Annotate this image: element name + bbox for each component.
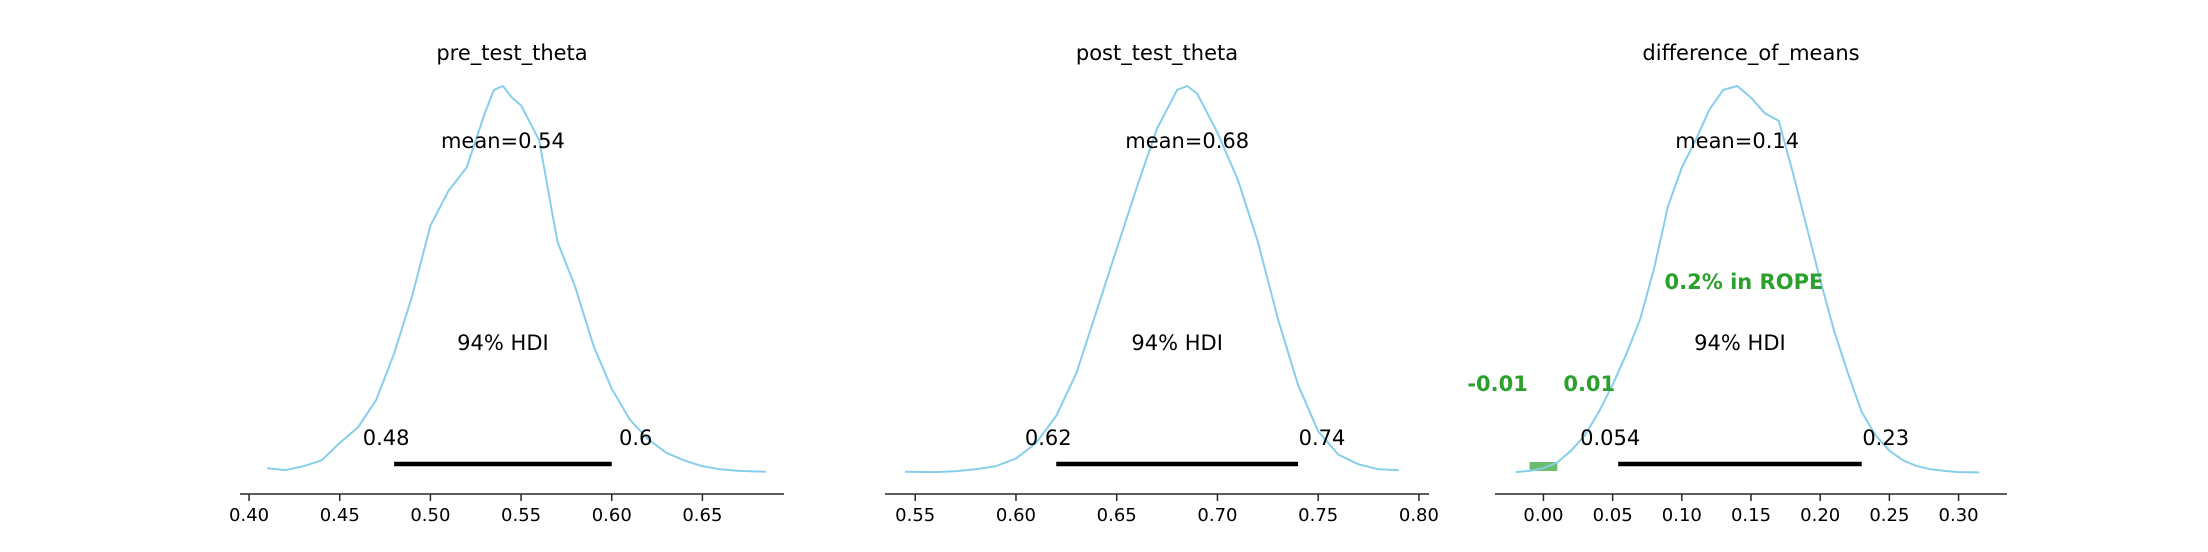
- x-tick-label: 0.60: [996, 505, 1036, 526]
- hdi-lower-label: 0.054: [1580, 426, 1640, 450]
- x-tick-label: 0.05: [1593, 505, 1633, 526]
- hdi-upper-label: 0.23: [1862, 426, 1909, 450]
- density-curve: [905, 85, 1399, 474]
- hdi-label: 94% HDI: [1131, 331, 1223, 355]
- hdi-label: 94% HDI: [457, 331, 549, 355]
- hdi-lower-label: 0.48: [363, 426, 410, 450]
- x-tick-label: 0.25: [1869, 505, 1909, 526]
- x-tick-label: 0.65: [682, 505, 722, 526]
- x-tick-label: 0.00: [1523, 505, 1563, 526]
- rope-percentage-label: 0.2% in ROPE: [1665, 270, 1824, 294]
- x-tick-label: 0.45: [320, 505, 360, 526]
- plot-panel: pre_test_theta 0.40 0.45 0.50 0.55 0.60 0.65 0.…: [229, 41, 784, 526]
- rope-bar: [1529, 462, 1558, 471]
- x-tick-label: 0.50: [410, 505, 450, 526]
- x-tick-label: 0.30: [1939, 505, 1979, 526]
- x-tick-label: 0.80: [1399, 505, 1439, 526]
- x-tick-label: 0.55: [895, 505, 935, 526]
- hdi-upper-label: 0.6: [619, 426, 652, 450]
- hdi-label: 94% HDI: [1694, 331, 1786, 355]
- x-tick-label: 0.70: [1197, 505, 1237, 526]
- x-tick-label: 0.60: [592, 505, 632, 526]
- mean-label: mean=0.54: [441, 129, 565, 153]
- mean-label: mean=0.14: [1675, 129, 1799, 153]
- rope-lower-label: -0.01: [1467, 372, 1528, 396]
- x-tick-label: 0.10: [1662, 505, 1702, 526]
- chart-title: post_test_theta: [1076, 41, 1238, 66]
- hdi-upper-label: 0.74: [1299, 426, 1346, 450]
- x-tick-label: 0.65: [1097, 505, 1137, 526]
- x-tick-label: 0.75: [1298, 505, 1338, 526]
- x-tick-label: 0.20: [1800, 505, 1840, 526]
- chart-title: difference_of_means: [1642, 41, 1859, 66]
- mean-label: mean=0.68: [1125, 129, 1249, 153]
- plot-panel: post_test_theta 0.55 0.60 0.65 0.70 0.75 0.80 0…: [885, 41, 1439, 526]
- x-tick-label: 0.15: [1731, 505, 1771, 526]
- chart-title: pre_test_theta: [436, 41, 587, 66]
- density-curve: [1515, 85, 1980, 474]
- rope-upper-label: 0.01: [1563, 372, 1615, 396]
- density-curve: [267, 85, 766, 473]
- x-tick-label: 0.40: [229, 505, 269, 526]
- x-tick-label: 0.55: [501, 505, 541, 526]
- plot-panel: difference_of_means 0.00 0.05 0.10 0.15 0.20 0…: [1467, 41, 2007, 526]
- hdi-lower-label: 0.62: [1025, 426, 1072, 450]
